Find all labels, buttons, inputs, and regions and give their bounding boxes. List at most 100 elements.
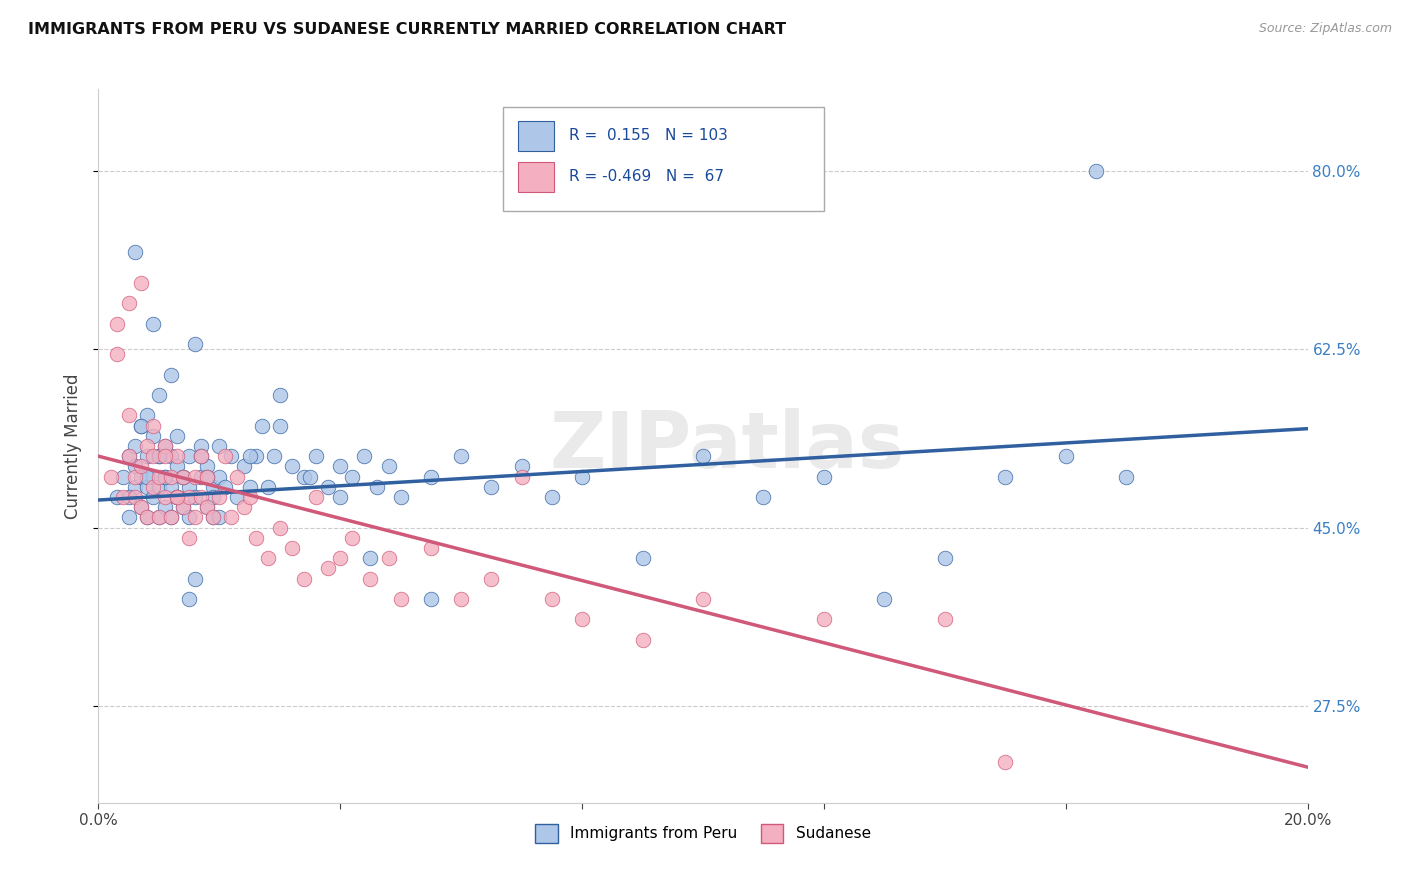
Point	[510, 469, 533, 483]
Point	[179, 531, 201, 545]
Point	[263, 449, 285, 463]
Point	[166, 429, 188, 443]
Point	[214, 449, 236, 463]
Point	[124, 459, 146, 474]
Point	[118, 296, 141, 310]
Point	[510, 459, 533, 474]
Point	[184, 510, 207, 524]
Point	[184, 337, 207, 351]
Point	[190, 449, 212, 463]
Point	[135, 439, 157, 453]
Point	[129, 500, 152, 515]
Point	[166, 490, 188, 504]
Point	[232, 459, 254, 474]
Bar	[517, 162, 554, 192]
Point	[389, 490, 412, 504]
Point	[129, 500, 152, 515]
Point	[631, 551, 654, 566]
Point	[226, 469, 249, 483]
Point	[299, 469, 322, 483]
Point	[232, 500, 254, 515]
Point	[166, 459, 188, 474]
Point	[129, 459, 152, 474]
Point	[195, 469, 218, 483]
Point	[873, 591, 896, 606]
Point	[305, 449, 328, 463]
Point	[118, 449, 141, 463]
Point	[124, 490, 146, 504]
Point	[353, 449, 375, 463]
Point	[281, 541, 304, 555]
Point	[269, 520, 291, 534]
Point	[135, 510, 157, 524]
Point	[994, 755, 1017, 769]
Point	[250, 418, 273, 433]
Point	[202, 490, 225, 504]
Point	[269, 388, 291, 402]
Point	[239, 490, 262, 504]
Point	[420, 591, 443, 606]
Point	[208, 469, 231, 483]
Point	[135, 510, 157, 524]
Point	[135, 469, 157, 483]
Point	[184, 490, 207, 504]
Point	[202, 510, 225, 524]
Point	[172, 469, 194, 483]
Point	[172, 469, 194, 483]
Text: ZIPatlas: ZIPatlas	[550, 408, 904, 484]
Point	[934, 551, 956, 566]
Point	[111, 469, 134, 483]
Point	[160, 368, 183, 382]
Point	[135, 449, 157, 463]
Point	[420, 541, 443, 555]
Point	[179, 490, 201, 504]
Point	[153, 469, 176, 483]
Point	[153, 469, 176, 483]
Point	[195, 500, 218, 515]
Point	[329, 490, 352, 504]
Point	[172, 500, 194, 515]
Point	[226, 490, 249, 504]
Point	[420, 469, 443, 483]
Point	[692, 591, 714, 606]
Point	[752, 490, 775, 504]
Point	[342, 469, 364, 483]
Point	[360, 572, 382, 586]
Y-axis label: Currently Married: Currently Married	[65, 373, 83, 519]
Point	[208, 510, 231, 524]
Point	[160, 480, 183, 494]
Text: Source: ZipAtlas.com: Source: ZipAtlas.com	[1258, 22, 1392, 36]
Point	[239, 449, 262, 463]
Point	[256, 551, 278, 566]
Point	[305, 490, 328, 504]
Point	[202, 510, 225, 524]
Point	[166, 490, 188, 504]
Point	[100, 469, 122, 483]
Point	[142, 469, 165, 483]
Point	[316, 480, 339, 494]
FancyBboxPatch shape	[503, 107, 824, 211]
Point	[934, 612, 956, 626]
Point	[118, 449, 141, 463]
Point	[195, 500, 218, 515]
Point	[142, 480, 165, 494]
Point	[118, 490, 141, 504]
Point	[190, 469, 212, 483]
Point	[292, 469, 315, 483]
Point	[148, 388, 170, 402]
Point	[481, 572, 503, 586]
Point	[142, 490, 165, 504]
Point	[481, 480, 503, 494]
Point	[269, 418, 291, 433]
Point	[221, 449, 243, 463]
Point	[124, 469, 146, 483]
Point	[118, 409, 141, 423]
Text: IMMIGRANTS FROM PERU VS SUDANESE CURRENTLY MARRIED CORRELATION CHART: IMMIGRANTS FROM PERU VS SUDANESE CURRENT…	[28, 22, 786, 37]
Point	[1115, 469, 1137, 483]
Point	[111, 490, 134, 504]
Point	[571, 612, 593, 626]
Point	[1085, 163, 1108, 178]
Point	[142, 418, 165, 433]
Point	[377, 551, 399, 566]
Point	[190, 449, 212, 463]
